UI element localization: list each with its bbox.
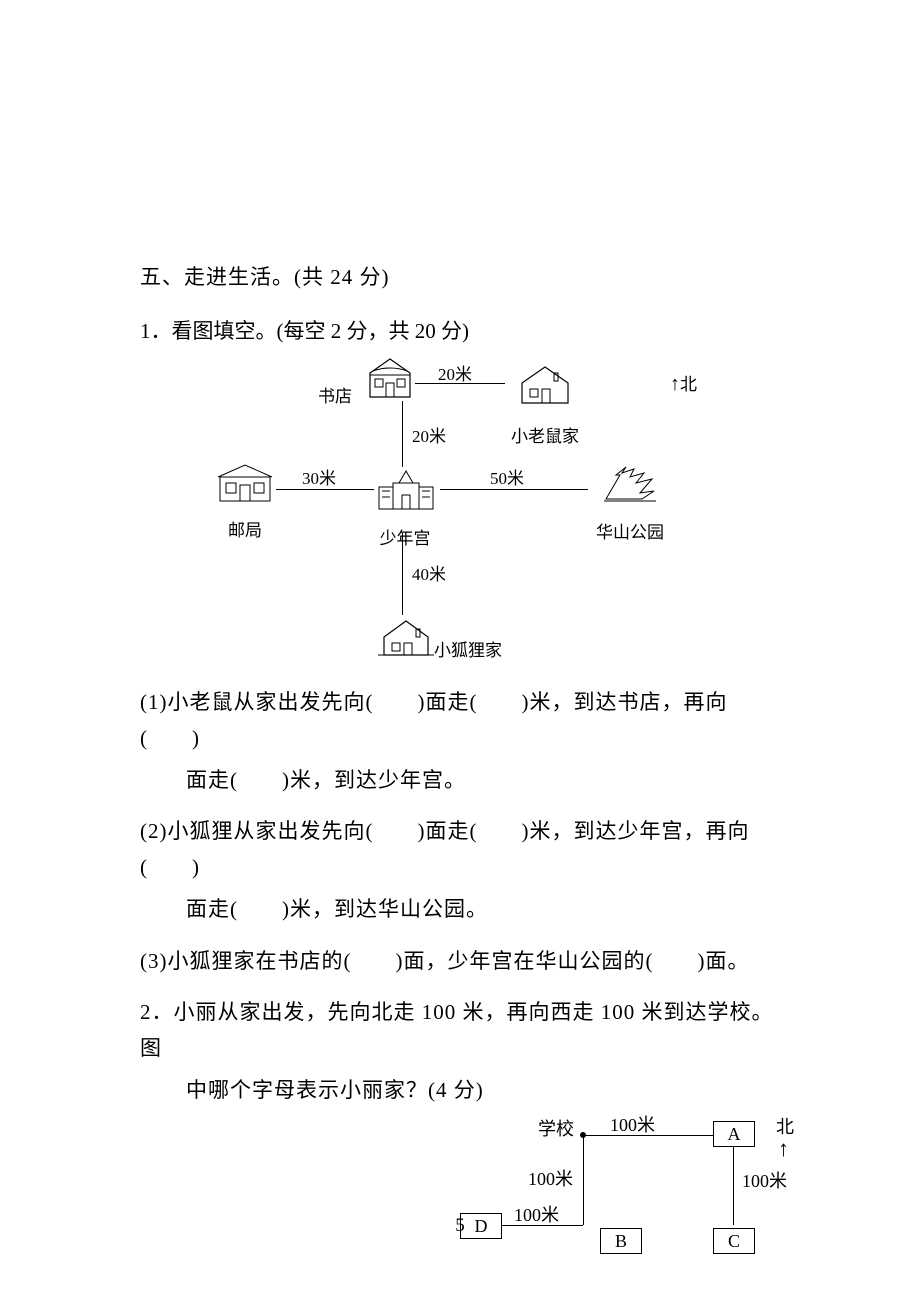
page-root: 五、走进生活。(共 24 分) 1．看图填空。(每空 2 分，共 20 分) ↑…: [0, 0, 920, 1302]
fox-label: 小狐狸家: [434, 637, 502, 666]
school-label: 学校: [538, 1114, 574, 1145]
d2-north-arrow-icon: ↑: [778, 1130, 789, 1167]
q1-title: 1．看图填空。(每空 2 分，共 20 分): [140, 314, 780, 350]
d2-dist-right: 100米: [742, 1166, 787, 1197]
q1-sub1-b: 面走( )米，到达少年宫。: [186, 763, 780, 799]
dist-post-youth: 30米: [302, 465, 336, 494]
north-label: 北: [680, 375, 697, 394]
page-number: 5: [0, 1210, 920, 1242]
post-label: 邮局: [210, 517, 280, 546]
node-post: 邮局: [210, 463, 280, 546]
q2-line1: 2．小丽从家出发，先向北走 100 米，再向西走 100 米到达学校。图: [140, 995, 780, 1066]
node-fox: 小狐狸家: [366, 615, 446, 671]
mouse-label: 小老鼠家: [510, 423, 580, 452]
box-A: A: [713, 1121, 755, 1147]
dist-bookstore-youth: 20米: [412, 423, 446, 452]
section-title: 五、走进生活。(共 24 分): [140, 260, 780, 296]
node-mouse: 小老鼠家: [510, 363, 580, 452]
house-icon: [376, 615, 436, 659]
bookstore-label: 书店: [318, 383, 352, 412]
d2-dist-top: 100米: [610, 1110, 655, 1141]
diagram-1: ↑北 书店 小老鼠家 20米: [190, 357, 730, 677]
house-icon: [518, 363, 572, 405]
dist-bookstore-mouse: 20米: [438, 361, 472, 390]
youth-label: 少年宫: [375, 525, 435, 554]
q1-sub3: (3)小狐狸家在书店的( )面，少年宫在华山公园的( )面。: [140, 944, 780, 980]
q2-line2: 中哪个字母表示小丽家？(4 分): [186, 1073, 780, 1109]
north-indicator: ↑北: [670, 367, 697, 401]
node-park: 华山公园: [590, 463, 670, 548]
park-label: 华山公园: [590, 519, 670, 548]
dist-youth-park: 50米: [490, 465, 524, 494]
youth-palace-icon: [375, 467, 437, 511]
north-arrow-icon: ↑: [670, 373, 680, 395]
bookstore-icon: [365, 357, 415, 399]
q1-sub2-b: 面走( )米，到达华山公园。: [186, 892, 780, 928]
d2-dist-left: 100米: [528, 1164, 573, 1195]
dist-youth-fox: 40米: [412, 561, 446, 590]
post-office-icon: [216, 463, 274, 503]
q1-sub1-a: (1)小老鼠从家出发先向( )面走( )米，到达书店，再向( ): [140, 685, 780, 756]
edge-bookstore-youth: [402, 401, 403, 467]
edge-youth-fox: [402, 533, 403, 615]
q1-sub2-a: (2)小狐狸从家出发先向( )面走( )米，到达少年宫，再向( ): [140, 814, 780, 885]
node-youth: 少年宫: [375, 467, 435, 554]
park-icon: [600, 463, 660, 505]
